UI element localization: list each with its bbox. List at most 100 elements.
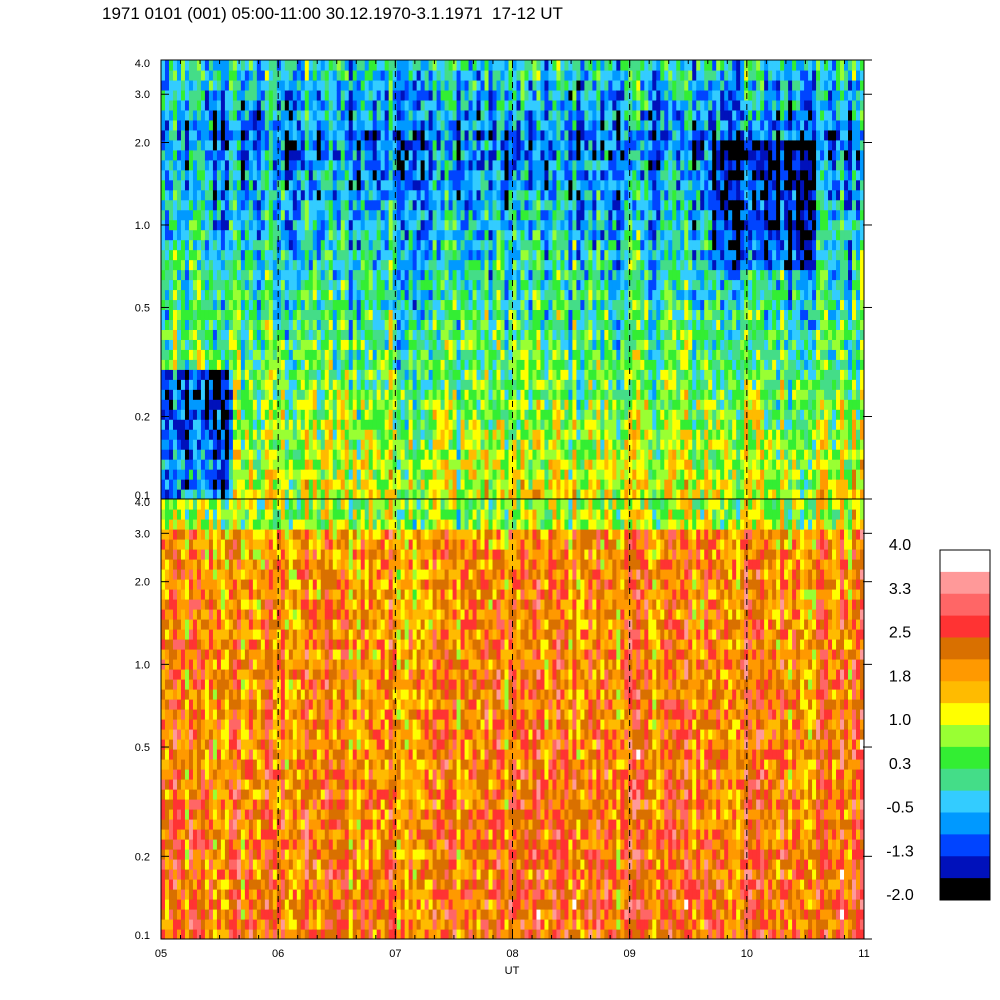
heatmap-cell bbox=[460, 169, 466, 181]
heatmap-cell bbox=[360, 129, 366, 141]
heatmap-cell bbox=[176, 149, 182, 161]
heatmap-cell bbox=[524, 329, 530, 340]
heatmap-cell bbox=[580, 99, 585, 111]
heatmap-cell bbox=[416, 399, 422, 410]
heatmap-cell bbox=[500, 169, 506, 181]
heatmap-cell bbox=[420, 309, 426, 321]
heatmap-cell bbox=[320, 319, 326, 330]
heatmap-cell bbox=[312, 379, 318, 390]
heatmap-cell bbox=[476, 469, 482, 480]
heatmap-cell bbox=[564, 319, 570, 330]
heatmap-cell bbox=[496, 289, 502, 301]
heatmap-cell bbox=[276, 439, 282, 450]
heatmap-cell bbox=[292, 259, 298, 271]
heatmap-cell bbox=[220, 379, 226, 390]
heatmap-cell bbox=[272, 99, 278, 111]
heatmap-cell bbox=[412, 179, 418, 191]
heatmap-cell bbox=[520, 469, 526, 480]
heatmap-cell bbox=[276, 419, 282, 430]
heatmap-cell bbox=[528, 209, 534, 221]
heatmap-cell bbox=[204, 259, 210, 271]
heatmap-cell bbox=[460, 89, 466, 101]
heatmap-cell bbox=[196, 399, 202, 410]
heatmap-cell bbox=[260, 249, 266, 261]
heatmap-cell bbox=[388, 69, 394, 81]
heatmap-cell bbox=[300, 389, 306, 400]
heatmap-cell bbox=[380, 89, 386, 101]
heatmap-cell bbox=[472, 159, 478, 171]
heatmap-cell bbox=[528, 109, 534, 121]
heatmap-cell bbox=[252, 199, 258, 211]
heatmap-cell bbox=[540, 369, 546, 380]
heatmap-cell bbox=[512, 369, 518, 380]
heatmap-cell bbox=[584, 279, 589, 291]
heatmap-cell bbox=[304, 369, 310, 380]
heatmap-cell bbox=[300, 409, 306, 420]
heatmap-cell bbox=[184, 119, 190, 131]
heatmap-cell bbox=[560, 229, 566, 241]
heatmap-cell bbox=[200, 259, 206, 271]
heatmap-cell bbox=[196, 389, 202, 400]
heatmap-cell bbox=[464, 359, 470, 370]
heatmap-cell bbox=[212, 109, 218, 121]
heatmap-cell bbox=[560, 419, 566, 430]
heatmap-cell bbox=[404, 359, 410, 370]
heatmap-cell bbox=[488, 469, 494, 480]
heatmap-cell bbox=[600, 349, 605, 360]
heatmap-cell bbox=[260, 109, 266, 121]
heatmap-cell bbox=[404, 169, 410, 181]
heatmap-cell bbox=[492, 309, 498, 321]
heatmap-cell bbox=[472, 60, 478, 71]
heatmap-cell bbox=[456, 60, 462, 71]
heatmap-cell bbox=[516, 309, 522, 321]
heatmap-cell bbox=[420, 69, 426, 81]
heatmap-cell bbox=[240, 229, 246, 241]
heatmap-cell bbox=[224, 219, 230, 231]
heatmap-cell bbox=[440, 209, 446, 221]
heatmap-cell bbox=[404, 109, 410, 121]
heatmap-cell bbox=[316, 60, 322, 71]
heatmap-cell bbox=[172, 60, 178, 71]
heatmap-cell bbox=[208, 229, 214, 241]
heatmap-cell bbox=[544, 329, 550, 340]
heatmap-cell bbox=[368, 379, 374, 390]
heatmap-cell bbox=[516, 79, 522, 91]
heatmap-cell bbox=[161, 259, 166, 271]
heatmap-cell bbox=[608, 299, 613, 311]
heatmap-cell bbox=[172, 449, 178, 460]
heatmap-cell bbox=[340, 359, 346, 370]
heatmap-cell bbox=[296, 309, 302, 321]
heatmap-cell bbox=[440, 99, 446, 111]
heatmap-cell bbox=[332, 359, 338, 370]
heatmap-cell bbox=[500, 179, 506, 191]
heatmap-cell bbox=[452, 359, 458, 370]
heatmap-cell bbox=[300, 479, 306, 490]
heatmap-cell bbox=[352, 229, 358, 241]
heatmap-cell bbox=[424, 469, 430, 480]
heatmap-cell bbox=[604, 439, 609, 450]
heatmap-cell bbox=[584, 219, 589, 231]
heatmap-cell bbox=[556, 479, 562, 490]
heatmap-cell bbox=[308, 429, 314, 440]
heatmap-cell bbox=[444, 60, 450, 71]
heatmap-cell bbox=[300, 489, 306, 499]
heatmap-cell bbox=[516, 349, 522, 360]
heatmap-cell bbox=[516, 89, 522, 101]
heatmap-cell bbox=[316, 269, 322, 281]
heatmap-cell bbox=[572, 219, 577, 231]
heatmap-cell bbox=[448, 449, 454, 460]
heatmap-cell bbox=[236, 189, 242, 201]
heatmap-cell bbox=[276, 329, 282, 340]
heatmap-cell bbox=[176, 369, 182, 380]
heatmap-cell bbox=[316, 429, 322, 440]
heatmap-cell bbox=[520, 169, 526, 181]
heatmap-cell bbox=[408, 349, 414, 360]
heatmap-cell bbox=[600, 319, 605, 330]
heatmap-cell bbox=[516, 199, 522, 211]
heatmap-cell bbox=[472, 379, 478, 390]
heatmap-cell bbox=[296, 60, 302, 71]
heatmap-cell bbox=[436, 219, 442, 231]
heatmap-cell bbox=[388, 159, 394, 171]
heatmap-cell bbox=[296, 319, 302, 330]
heatmap-cell bbox=[300, 269, 306, 281]
